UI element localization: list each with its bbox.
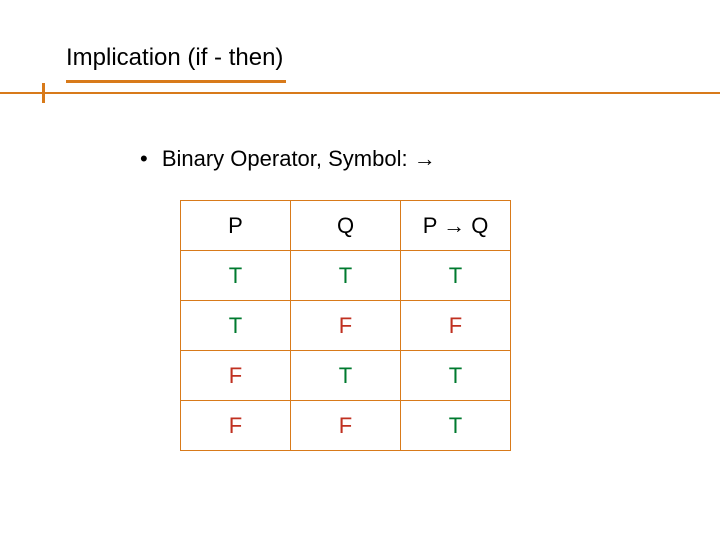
- col-header-p: P: [181, 201, 291, 251]
- table-row: T T T: [181, 251, 511, 301]
- table-header-row: P Q P → Q: [181, 201, 511, 251]
- cell: T: [401, 351, 511, 401]
- cell: T: [181, 301, 291, 351]
- table-row: F T T: [181, 351, 511, 401]
- truth-table: P Q P → Q T T T T F F F T T F F T: [180, 200, 511, 451]
- vertical-accent-bar: [42, 83, 45, 103]
- cell: T: [401, 251, 511, 301]
- cell: F: [291, 401, 401, 451]
- table-row: T F F: [181, 301, 511, 351]
- table-row: F F T: [181, 401, 511, 451]
- bullet-dot: •: [140, 146, 148, 172]
- col-header-q: Q: [291, 201, 401, 251]
- horizontal-rule-left: [0, 92, 44, 94]
- title-underline: [66, 80, 286, 83]
- cell: F: [291, 301, 401, 351]
- col-header-pq: P → Q: [401, 201, 511, 251]
- cell: F: [181, 351, 291, 401]
- cell: T: [291, 351, 401, 401]
- cell: T: [291, 251, 401, 301]
- bullet-text: Binary Operator, Symbol: →: [162, 146, 436, 171]
- bullet-line: • Binary Operator, Symbol: →: [140, 146, 436, 172]
- cell: F: [401, 301, 511, 351]
- horizontal-rule-right: [44, 92, 720, 94]
- cell: F: [181, 401, 291, 451]
- slide-title-area: Implication (if - then): [66, 44, 283, 72]
- slide-title: Implication (if - then): [66, 44, 283, 71]
- cell: T: [181, 251, 291, 301]
- cell: T: [401, 401, 511, 451]
